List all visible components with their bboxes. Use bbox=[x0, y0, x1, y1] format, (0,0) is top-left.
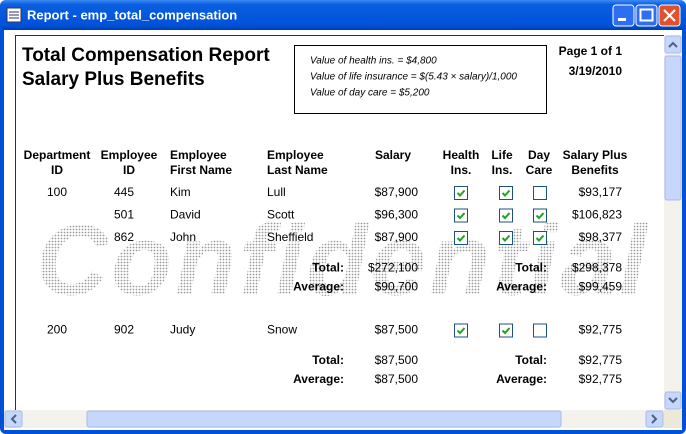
cell-salary: $87,500 bbox=[375, 323, 419, 337]
column-header: Life bbox=[491, 148, 513, 162]
cell-first: David bbox=[170, 208, 201, 222]
department-id: 100 bbox=[47, 185, 67, 199]
column-header: Day bbox=[528, 148, 550, 162]
salary-total: $87,500 bbox=[375, 353, 419, 367]
total-label: Total: bbox=[312, 261, 344, 275]
cell-id: 902 bbox=[114, 323, 134, 337]
page-number: Page 1 of 1 bbox=[559, 44, 623, 58]
maximize-glyph bbox=[639, 8, 654, 22]
cell-salary: $87,900 bbox=[375, 230, 419, 244]
column-header: Benefits bbox=[571, 163, 619, 177]
report-subtitle: Salary Plus Benefits bbox=[22, 69, 205, 90]
close-glyph bbox=[663, 9, 676, 22]
salary-total: $272,100 bbox=[368, 261, 418, 275]
department-id: 200 bbox=[47, 323, 67, 337]
checkmark bbox=[456, 234, 466, 242]
size-grip bbox=[664, 410, 682, 428]
cell-first: John bbox=[170, 230, 196, 244]
report-title: Total Compensation Report bbox=[22, 45, 270, 66]
checkbox bbox=[533, 323, 547, 338]
column-header: Care bbox=[526, 163, 553, 177]
column-header: Salary Plus bbox=[563, 148, 628, 162]
column-header: Salary bbox=[375, 148, 411, 162]
cell-id: 501 bbox=[114, 208, 134, 222]
checkmark bbox=[456, 327, 466, 335]
note: Value of day care = $5,200 bbox=[310, 88, 430, 99]
cell-salary: $96,300 bbox=[375, 208, 419, 222]
arrow bbox=[668, 41, 678, 48]
average-label: Average: bbox=[496, 372, 547, 386]
checkmark bbox=[535, 234, 545, 242]
total-label: Total: bbox=[312, 353, 344, 367]
vertical-thumb[interactable] bbox=[664, 55, 682, 201]
average-label: Average: bbox=[496, 280, 547, 294]
checkbox bbox=[533, 186, 547, 200]
note: Value of health ins. = $4,800 bbox=[310, 56, 437, 67]
column-header: First Name bbox=[170, 163, 232, 177]
cell-total: $106,823 bbox=[572, 208, 622, 222]
minimize-glyph bbox=[618, 18, 626, 21]
report-date: 3/19/2010 bbox=[569, 64, 623, 78]
checkmark bbox=[501, 212, 511, 220]
benefits-total: $298,378 bbox=[572, 261, 622, 275]
cell-last: Lull bbox=[267, 185, 286, 199]
arrow bbox=[668, 397, 678, 404]
column-header: Ins. bbox=[451, 163, 472, 177]
checkmark bbox=[456, 212, 466, 220]
cell-total: $92,775 bbox=[579, 323, 623, 337]
scroll-right[interactable] bbox=[645, 410, 664, 428]
cell-last: Snow bbox=[267, 323, 297, 337]
checkmark bbox=[535, 212, 545, 220]
maximize-button[interactable] bbox=[635, 4, 658, 27]
horizontal-thumb[interactable] bbox=[86, 410, 562, 428]
scroll-left[interactable] bbox=[4, 410, 23, 428]
average-label: Average: bbox=[293, 372, 344, 386]
cell-first: Kim bbox=[170, 185, 191, 199]
minimize-button[interactable] bbox=[612, 4, 635, 27]
cell-last: Sheffield bbox=[267, 230, 313, 244]
arrow bbox=[651, 414, 658, 424]
scroll-down[interactable] bbox=[664, 391, 682, 410]
total-label: Total: bbox=[515, 353, 547, 367]
salary-average: $90,700 bbox=[375, 280, 419, 294]
column-header: Ins. bbox=[492, 163, 513, 177]
total-label: Total: bbox=[515, 261, 547, 275]
checkmark bbox=[456, 189, 466, 197]
column-header: Employee bbox=[267, 148, 324, 162]
column-header: Department bbox=[24, 148, 91, 162]
checkmark bbox=[501, 327, 511, 335]
column-header: Health bbox=[443, 148, 480, 162]
average-label: Average: bbox=[293, 280, 344, 294]
arrow bbox=[10, 414, 17, 424]
checkmark bbox=[501, 234, 511, 242]
benefits-average: $99,459 bbox=[579, 280, 623, 294]
scroll-up[interactable] bbox=[664, 35, 682, 54]
cell-id: 445 bbox=[114, 185, 134, 199]
benefits-total: $92,775 bbox=[579, 353, 623, 367]
checkmark bbox=[501, 189, 511, 197]
column-header: ID bbox=[51, 163, 63, 177]
note: Value of life insurance = $(5.43 × salar… bbox=[310, 72, 517, 83]
cell-total: $98,377 bbox=[579, 230, 623, 244]
column-header: Last Name bbox=[267, 163, 328, 177]
notes-box bbox=[294, 45, 547, 114]
cell-last: Scott bbox=[267, 208, 295, 222]
column-header: Employee bbox=[170, 148, 227, 162]
column-header: ID bbox=[123, 163, 135, 177]
cell-total: $93,177 bbox=[579, 185, 623, 199]
salary-average: $87,500 bbox=[375, 372, 419, 386]
cell-salary: $87,900 bbox=[375, 185, 419, 199]
window-title: Report - emp_total_compensation bbox=[27, 7, 237, 22]
benefits-average: $92,775 bbox=[579, 372, 623, 386]
title-bar bbox=[0, 0, 686, 30]
column-header: Employee bbox=[101, 148, 158, 162]
cell-first: Judy bbox=[170, 323, 195, 337]
cell-id: 862 bbox=[114, 230, 134, 244]
watermark: Confidential bbox=[36, 204, 650, 316]
